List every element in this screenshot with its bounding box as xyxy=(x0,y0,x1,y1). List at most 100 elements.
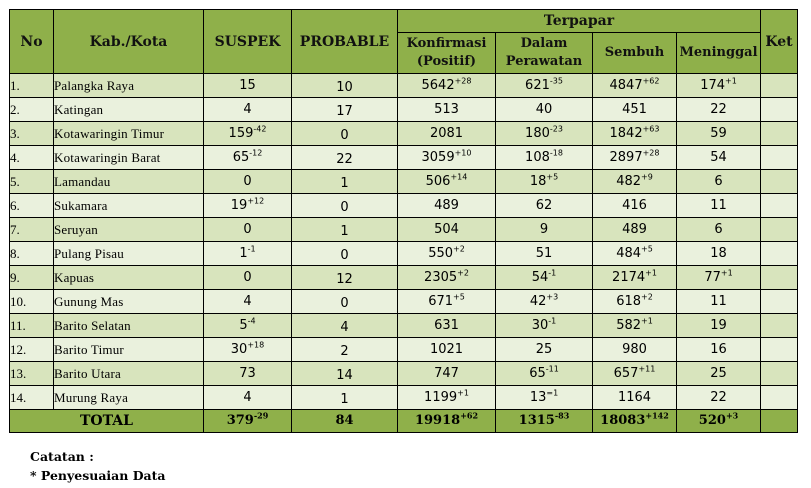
cell-ket xyxy=(760,385,799,410)
header-dalam-perawatan: Dalam Perawatan xyxy=(495,32,593,74)
cell-meninggal: 16 xyxy=(675,337,762,362)
cell-suspek-delta: +12 xyxy=(247,196,265,206)
cell-suspek-value: 1 xyxy=(239,246,248,261)
cell-sembuh-value: 489 xyxy=(622,222,647,237)
total-dalam-value: 1315 xyxy=(518,413,555,428)
cell-konfirmasi-value: 504 xyxy=(434,222,459,237)
header-sembuh: Sembuh xyxy=(592,32,677,74)
cell-konfirmasi: 631 xyxy=(397,313,496,338)
cell-no: 8. xyxy=(9,241,54,266)
cell-ket xyxy=(760,73,799,98)
cell-sembuh-delta: +63 xyxy=(642,124,660,134)
cell-dalam-perawatan-value: 62 xyxy=(535,198,553,213)
cell-kab-kota: Katingan xyxy=(53,97,204,122)
cell-meninggal-value: 11 xyxy=(710,294,727,309)
cell-sembuh: 980 xyxy=(592,337,677,362)
cell-sembuh: 4847+62 xyxy=(592,73,677,98)
cell-probable: 4 xyxy=(291,313,398,338)
cell-suspek-delta: -1 xyxy=(247,244,256,254)
cell-sembuh: 657+11 xyxy=(592,361,677,386)
cell-dalam-perawatan-value: 18 xyxy=(529,174,547,189)
cell-dalam-perawatan-delta: +5 xyxy=(546,172,559,182)
cell-sembuh-value: 4847 xyxy=(609,78,643,93)
cell-dalam-perawatan-value: 65 xyxy=(529,366,546,381)
cell-sembuh-value: 482 xyxy=(616,174,642,189)
cell-konfirmasi: 671+5 xyxy=(397,289,496,314)
cell-ket xyxy=(760,121,799,146)
cell-probable: 12 xyxy=(291,265,398,290)
cell-meninggal: 174+1 xyxy=(675,73,762,98)
cell-konfirmasi-value: 513 xyxy=(434,102,459,117)
total-meninggal-delta: +3 xyxy=(725,410,739,421)
table-row: 1. Palangka Raya 15 10 5642+28 621-35 4847+62 1… xyxy=(9,73,799,98)
cell-suspek: 4 xyxy=(203,385,292,410)
cell-kab-kota: Murung Raya xyxy=(53,385,204,410)
cell-no: 3. xyxy=(9,121,54,146)
cell-probable: 1 xyxy=(291,217,398,242)
table-row: 8. Pulang Pisau 1-1 0 550+2 51 484+5 18 xyxy=(9,241,799,266)
total-konfirmasi-value: 19918 xyxy=(414,413,461,428)
cell-ket xyxy=(760,265,799,290)
cell-konfirmasi: 747 xyxy=(397,361,496,386)
total-sembuh-delta: +142 xyxy=(645,410,669,421)
table-row: 4. Kotawaringin Barat 65-12 22 3059+10 108-18… xyxy=(9,145,799,170)
cell-dalam-perawatan-delta: -11 xyxy=(545,364,559,374)
cell-suspek: 0 xyxy=(203,217,292,242)
cell-sembuh: 451 xyxy=(592,97,677,122)
cell-suspek-value: 4 xyxy=(243,102,252,117)
cell-konfirmasi-value: 1199 xyxy=(424,390,458,405)
cell-sembuh-value: 1842 xyxy=(609,126,643,141)
cell-kab-kota: Barito Selatan xyxy=(53,313,204,338)
covid-data-table: No Kab./Kota SUSPEK PROBABLE Terpapar Ke… xyxy=(9,9,799,433)
cell-dalam-perawatan-delta: =1 xyxy=(546,388,559,398)
cell-dalam-perawatan-delta: -35 xyxy=(549,76,563,86)
cell-sembuh-value: 618 xyxy=(616,294,642,309)
cell-dalam-perawatan-value: 9 xyxy=(539,222,549,237)
header-probable: PROBABLE xyxy=(291,9,398,74)
cell-suspek: 4 xyxy=(203,97,292,122)
cell-sembuh-value: 451 xyxy=(622,102,647,117)
cell-konfirmasi-delta: +2 xyxy=(457,268,469,278)
cell-sembuh-delta: +9 xyxy=(641,172,653,182)
header-suspek: SUSPEK xyxy=(203,9,292,74)
cell-dalam-perawatan: 30-1 xyxy=(495,313,593,338)
total-probable: 84 xyxy=(291,409,398,433)
cell-probable: 1 xyxy=(291,169,398,194)
notes-title: Catatan : xyxy=(30,449,94,464)
cell-sembuh: 489 xyxy=(592,217,677,242)
total-konfirmasi-delta: +62 xyxy=(460,410,479,421)
cell-konfirmasi-value: 2081 xyxy=(429,126,464,141)
cell-ket xyxy=(760,241,799,266)
cell-ket xyxy=(760,289,799,314)
cell-meninggal-value: 77 xyxy=(704,270,721,285)
cell-suspek-value: 19 xyxy=(230,198,248,213)
cell-sembuh: 416 xyxy=(592,193,677,218)
cell-ket xyxy=(760,337,799,362)
cell-dalam-perawatan-value: 54 xyxy=(531,270,549,285)
cell-no: 11. xyxy=(9,313,54,338)
cell-sembuh-delta: +28 xyxy=(642,148,660,158)
cell-no: 2. xyxy=(9,97,54,122)
cell-probable: 0 xyxy=(291,289,398,314)
cell-sembuh-value: 2174 xyxy=(612,270,646,285)
cell-meninggal-value: 25 xyxy=(710,366,727,381)
cell-dalam-perawatan-value: 40 xyxy=(535,102,553,117)
cell-probable: 10 xyxy=(291,73,398,98)
cell-suspek-delta: -4 xyxy=(247,316,256,326)
cell-sembuh-value: 2897 xyxy=(609,150,643,165)
cell-suspek-value: 4 xyxy=(243,390,252,405)
cell-dalam-perawatan-value: 30 xyxy=(531,318,549,333)
cell-konfirmasi: 504 xyxy=(397,217,496,242)
cell-sembuh-delta: +2 xyxy=(641,292,653,302)
cell-dalam-perawatan: 621-35 xyxy=(495,73,593,98)
cell-dalam-perawatan-delta: +3 xyxy=(546,292,559,302)
total-suspek: 379-29 xyxy=(203,409,292,433)
cell-meninggal-delta: +1 xyxy=(720,268,733,278)
cell-konfirmasi: 1199+1 xyxy=(397,385,496,410)
cell-probable: 22 xyxy=(291,145,398,170)
cell-konfirmasi-delta: +28 xyxy=(454,76,472,86)
cell-ket xyxy=(760,97,799,122)
total-suspek-value: 379 xyxy=(226,413,254,428)
cell-konfirmasi-value: 631 xyxy=(434,318,459,333)
table-row: 7. Seruyan 0 1 504 9 489 6 xyxy=(9,217,799,242)
